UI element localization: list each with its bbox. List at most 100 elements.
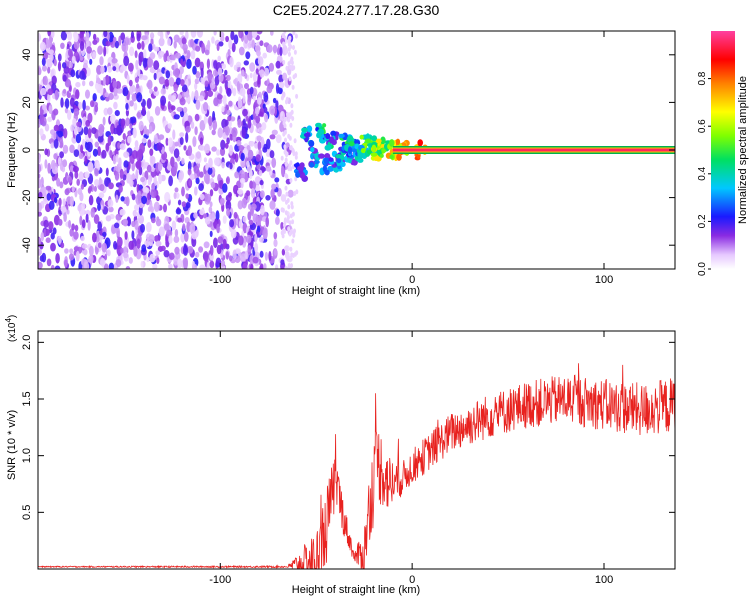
noise-blob xyxy=(129,100,134,107)
noise-blob xyxy=(281,228,285,234)
noise-blob xyxy=(284,137,287,143)
noise-blob xyxy=(163,53,167,63)
noise-blob xyxy=(93,214,100,225)
colorbar: 0.0 0.2 0.4 0.6 0.8 Normalized spectral ampl… xyxy=(697,31,749,276)
noise-blob xyxy=(237,189,244,195)
noise-blob xyxy=(147,178,152,186)
noise-blob xyxy=(85,67,91,77)
noise-blob xyxy=(281,248,286,256)
noise-blob xyxy=(129,174,136,181)
noise-blob xyxy=(292,232,296,238)
noise-blob xyxy=(57,130,63,138)
noise-blob xyxy=(226,137,230,145)
noise-blob xyxy=(77,204,82,212)
noise-blob xyxy=(169,54,175,61)
noise-blob xyxy=(294,176,298,182)
noise-blob xyxy=(137,190,142,201)
noise-blob xyxy=(158,173,163,185)
noise-blob xyxy=(134,204,140,211)
noise-blob xyxy=(76,178,80,186)
noise-blob xyxy=(266,44,273,53)
noise-blob xyxy=(72,118,76,126)
noise-blob xyxy=(140,223,145,233)
noise-blob xyxy=(209,189,214,197)
noise-blob xyxy=(294,73,298,78)
noise-blob xyxy=(97,221,102,232)
noise-blob xyxy=(62,74,67,82)
noise-blob xyxy=(170,156,175,168)
noise-blob xyxy=(119,168,124,179)
noise-blob xyxy=(259,179,264,186)
noise-blob xyxy=(240,159,246,168)
noise-blob xyxy=(136,238,141,249)
noise-blob xyxy=(50,242,56,252)
noise-blob xyxy=(217,236,224,244)
noise-blob xyxy=(230,31,235,41)
snr-series-line xyxy=(38,363,675,569)
noise-blob xyxy=(226,208,231,217)
noise-blob xyxy=(177,199,182,206)
noise-blob xyxy=(155,218,162,227)
noise-blob xyxy=(164,78,170,87)
colorbar-tick-label: 0.6 xyxy=(697,119,708,133)
noise-blob xyxy=(179,66,184,75)
noise-blob xyxy=(190,38,194,48)
noise-blob xyxy=(129,46,135,57)
noise-blob xyxy=(194,186,198,196)
noise-blob xyxy=(114,62,120,73)
noise-blob xyxy=(170,111,174,117)
noise-blob xyxy=(123,160,129,168)
noise-blob xyxy=(115,259,122,268)
noise-blob xyxy=(261,122,267,131)
noise-blob xyxy=(183,112,189,122)
noise-blob xyxy=(249,62,256,72)
signal-blob xyxy=(325,133,331,140)
y-tick-label: 0.5 xyxy=(21,505,33,520)
noise-blob xyxy=(53,124,60,132)
noise-blob xyxy=(87,161,94,173)
noise-blob xyxy=(239,177,246,184)
noise-blob xyxy=(212,120,218,131)
noise-blob xyxy=(175,77,181,86)
noise-blob xyxy=(147,57,154,68)
noise-blob xyxy=(158,226,165,237)
noise-blob xyxy=(278,81,285,89)
noise-blob xyxy=(247,244,252,256)
noise-blob xyxy=(183,106,188,114)
noise-blob xyxy=(174,229,179,237)
noise-blob xyxy=(105,215,112,222)
noise-blob xyxy=(195,99,201,111)
noise-blob xyxy=(177,258,183,269)
signal-blob xyxy=(377,149,382,155)
noise-blob xyxy=(191,91,195,102)
noise-blob xyxy=(45,237,51,243)
noise-blob xyxy=(174,52,181,59)
noise-blob xyxy=(59,151,64,159)
signal-blob xyxy=(308,140,315,147)
noise-blob xyxy=(108,206,114,213)
colorbar-tick-label: 0.2 xyxy=(697,214,708,228)
signal-blob xyxy=(301,127,308,133)
noise-blob xyxy=(180,79,185,87)
noise-blob xyxy=(103,107,109,116)
noise-blob xyxy=(136,33,141,42)
noise-blob xyxy=(174,187,179,193)
noise-blob xyxy=(93,185,97,192)
noise-blob xyxy=(219,86,223,95)
colorbar-axes: 0.0 0.2 0.4 0.6 0.8 xyxy=(697,71,711,276)
signal-blob xyxy=(360,147,367,154)
noise-blob xyxy=(99,184,105,192)
noise-blob xyxy=(246,190,251,197)
noise-blob xyxy=(207,72,213,81)
noise-blob xyxy=(71,186,75,193)
noise-blob xyxy=(281,32,285,38)
noise-blob xyxy=(295,93,299,99)
noise-blob xyxy=(275,208,280,217)
noise-blob xyxy=(120,196,125,202)
noise-blob xyxy=(249,86,254,95)
noise-blob xyxy=(211,36,215,44)
noise-blob xyxy=(47,162,51,174)
noise-blob xyxy=(107,107,113,115)
noise-blob xyxy=(84,105,90,111)
noise-blob xyxy=(111,58,118,64)
